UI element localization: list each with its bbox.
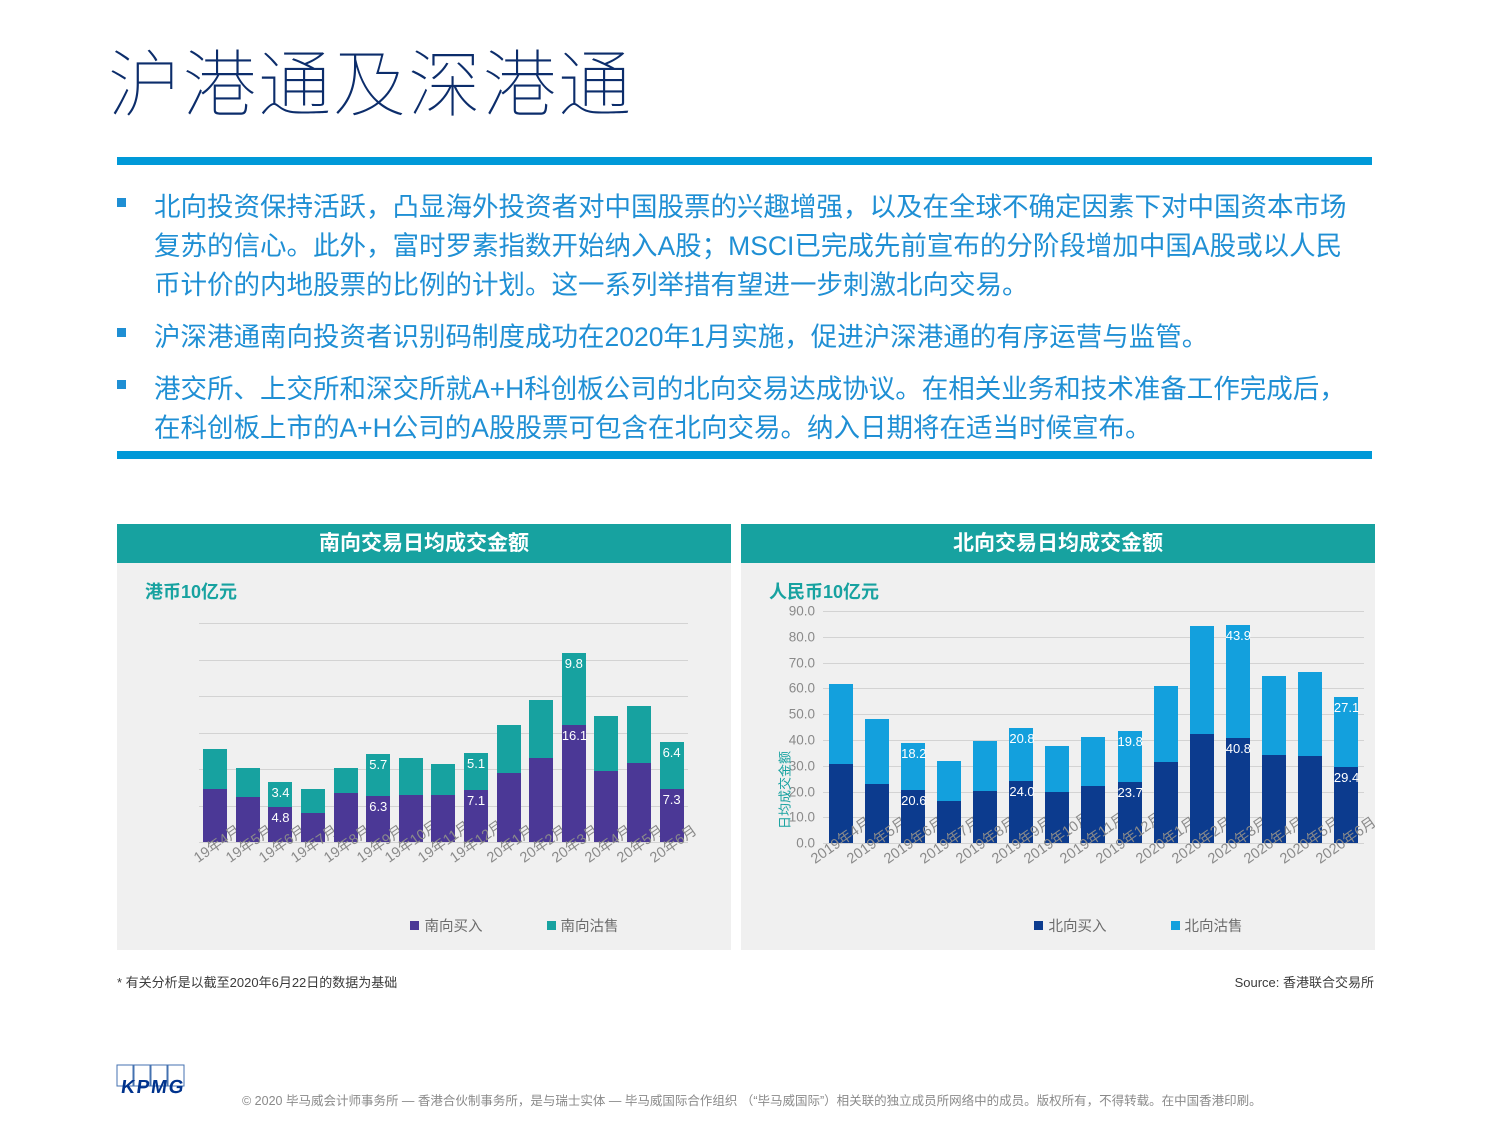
svg-text:KPMG: KPMG: [120, 1077, 187, 1096]
